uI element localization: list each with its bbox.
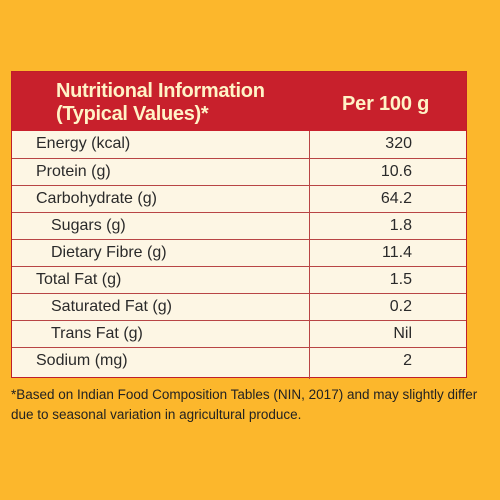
- row-value: 64.2: [380, 190, 412, 207]
- row-label: Sugars (g): [51, 217, 126, 234]
- row-label: Protein (g): [36, 163, 111, 180]
- footnote: *Based on Indian Food Composition Tables…: [11, 387, 478, 422]
- row-value: 2: [403, 352, 412, 369]
- table-row-sugars: Sugars (g) 1.8: [12, 212, 466, 239]
- table-row-carbohydrate: Carbohydrate (g) 64.2: [12, 185, 466, 212]
- column-divider: [309, 131, 310, 379]
- table-row-protein: Protein (g) 10.6: [12, 158, 466, 185]
- table-row-trans-fat: Trans Fat (g) Nil: [12, 320, 466, 347]
- row-label: Carbohydrate (g): [36, 190, 157, 207]
- row-value: Nil: [393, 325, 412, 342]
- row-value: 11.4: [382, 244, 412, 261]
- row-label: Total Fat (g): [36, 271, 122, 288]
- table-row-sodium: Sodium (mg) 2: [12, 347, 466, 374]
- row-label: Energy (kcal): [36, 135, 131, 152]
- nutrition-title-line2: (Typical Values)*: [56, 103, 209, 125]
- row-label: Trans Fat (g): [51, 325, 143, 342]
- nutrition-rows: Energy (kcal) 320 Protein (g) 10.6 Carbo…: [12, 131, 466, 374]
- row-value: 0.2: [389, 298, 412, 315]
- table-row-saturated-fat: Saturated Fat (g) 0.2: [12, 293, 466, 320]
- table-row-dietary-fibre: Dietary Fibre (g) 11.4: [12, 239, 466, 266]
- table-header: Nutritional Information (Typical Values)…: [12, 72, 466, 131]
- nutrition-title-line1: Nutritional Information: [56, 80, 265, 102]
- row-value: 10.6: [380, 163, 412, 180]
- row-label: Sodium (mg): [36, 352, 128, 369]
- nutrition-table: Nutritional Information (Typical Values)…: [11, 71, 467, 379]
- row-label: Saturated Fat (g): [51, 298, 172, 315]
- row-value: 1.8: [389, 217, 412, 234]
- table-row-energy: Energy (kcal) 320: [12, 131, 466, 158]
- table-row-total-fat: Total Fat (g) 1.5: [12, 266, 466, 293]
- per-100g-header: Per 100 g: [342, 93, 430, 115]
- row-value: 1.5: [389, 271, 412, 288]
- row-value: 320: [385, 135, 412, 152]
- nutrition-title: Nutritional Information (Typical Values)…: [56, 80, 265, 126]
- row-label: Dietary Fibre (g): [51, 244, 167, 261]
